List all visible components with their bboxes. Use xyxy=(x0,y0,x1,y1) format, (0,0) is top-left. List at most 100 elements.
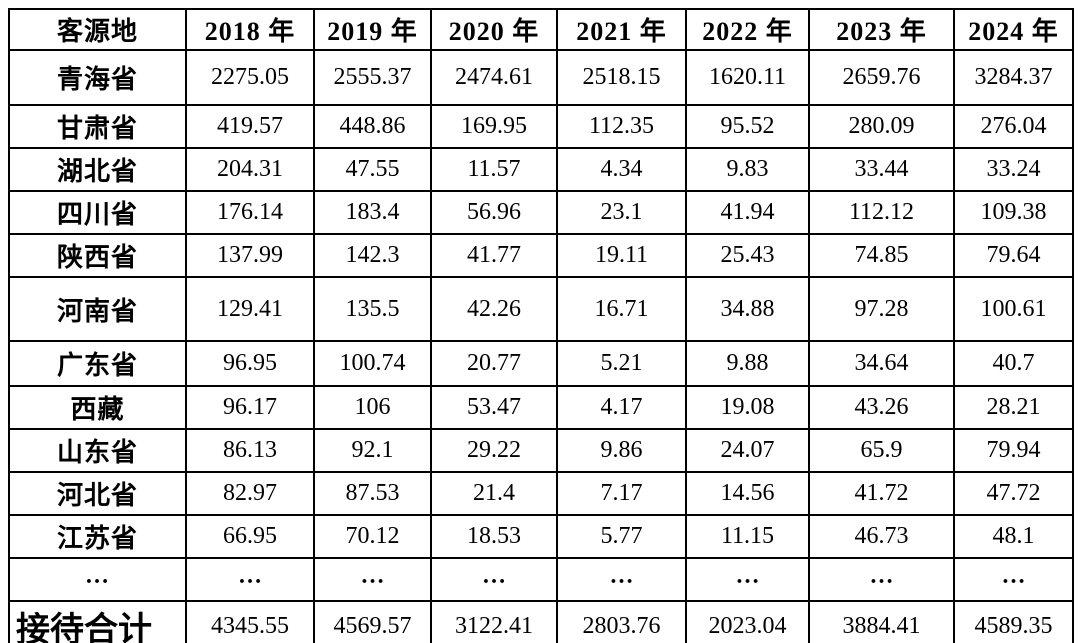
data-cell: 2555.37 xyxy=(313,49,432,106)
data-cell: 9.88 xyxy=(685,340,810,387)
data-cell: 109.38 xyxy=(953,190,1074,235)
data-cell: 87.53 xyxy=(313,471,432,516)
data-cell: 20.77 xyxy=(430,340,558,387)
data-cell: … xyxy=(430,557,558,602)
table-row: 河南省 129.41 135.5 42.26 16.71 34.88 97.28 100.61 xyxy=(8,276,1074,342)
row-label: 甘肃省 xyxy=(8,104,187,149)
data-cell: 1620.11 xyxy=(685,49,810,106)
total-row: 接待合计 4345.55 4569.57 3122.41 2803.76 2023.04 3… xyxy=(8,600,1074,643)
data-cell: 79.64 xyxy=(953,233,1074,278)
column-header-source: 客源地 xyxy=(8,8,187,51)
data-cell: 33.44 xyxy=(808,147,955,192)
data-cell: 142.3 xyxy=(313,233,432,278)
data-cell: … xyxy=(556,557,687,602)
table-row: 河北省 82.97 87.53 21.4 7.17 14.56 41.72 47.72 xyxy=(8,471,1074,516)
row-label: 河南省 xyxy=(8,276,187,342)
data-cell: 2474.61 xyxy=(430,49,558,106)
data-cell: 169.95 xyxy=(430,104,558,149)
data-cell: 19.08 xyxy=(685,385,810,430)
data-cell: 4345.55 xyxy=(185,600,315,643)
table-row: 青海省 2275.05 2555.37 2474.61 2518.15 1620.11 26… xyxy=(8,49,1074,106)
data-cell: 25.43 xyxy=(685,233,810,278)
data-cell: 9.83 xyxy=(685,147,810,192)
data-cell: 11.57 xyxy=(430,147,558,192)
data-cell: 23.1 xyxy=(556,190,687,235)
table-row: 江苏省 66.95 70.12 18.53 5.77 11.15 46.73 48.1 xyxy=(8,514,1074,559)
data-cell: 82.97 xyxy=(185,471,315,516)
data-cell: 79.94 xyxy=(953,428,1074,473)
data-cell: 100.74 xyxy=(313,340,432,387)
data-cell: 96.17 xyxy=(185,385,315,430)
data-cell: 74.85 xyxy=(808,233,955,278)
data-cell: 16.71 xyxy=(556,276,687,342)
row-label: 广东省 xyxy=(8,340,187,387)
row-label: 西藏 xyxy=(8,385,187,430)
data-cell: 33.24 xyxy=(953,147,1074,192)
data-cell: 29.22 xyxy=(430,428,558,473)
row-label: 陕西省 xyxy=(8,233,187,278)
data-cell: 96.95 xyxy=(185,340,315,387)
data-cell: 112.12 xyxy=(808,190,955,235)
data-cell: 106 xyxy=(313,385,432,430)
data-cell: 5.77 xyxy=(556,514,687,559)
data-cell: 4.17 xyxy=(556,385,687,430)
data-cell: 183.4 xyxy=(313,190,432,235)
data-cell: 86.13 xyxy=(185,428,315,473)
data-cell: 2023.04 xyxy=(685,600,810,643)
table-row: 湖北省 204.31 47.55 11.57 4.34 9.83 33.44 33.24 xyxy=(8,147,1074,192)
row-label: 山东省 xyxy=(8,428,187,473)
row-label: 河北省 xyxy=(8,471,187,516)
table-row: 山东省 86.13 92.1 29.22 9.86 24.07 65.9 79.94 xyxy=(8,428,1074,473)
data-cell: … xyxy=(185,557,315,602)
row-label: 湖北省 xyxy=(8,147,187,192)
data-cell: 2803.76 xyxy=(556,600,687,643)
row-label: 江苏省 xyxy=(8,514,187,559)
data-cell: 34.64 xyxy=(808,340,955,387)
data-cell: 11.15 xyxy=(685,514,810,559)
row-label: 青海省 xyxy=(8,49,187,106)
data-cell: 9.86 xyxy=(556,428,687,473)
data-cell: 40.7 xyxy=(953,340,1074,387)
table-row: 甘肃省 419.57 448.86 169.95 112.35 95.52 280.09 27… xyxy=(8,104,1074,149)
data-cell: 3122.41 xyxy=(430,600,558,643)
data-cell: 42.26 xyxy=(430,276,558,342)
row-label: 四川省 xyxy=(8,190,187,235)
data-cell: … xyxy=(313,557,432,602)
data-cell: 4.34 xyxy=(556,147,687,192)
data-cell: … xyxy=(953,557,1074,602)
data-cell: 137.99 xyxy=(185,233,315,278)
data-cell: 4589.35 xyxy=(953,600,1074,643)
total-row-label: 接待合计 xyxy=(8,600,187,643)
table-body: 青海省 2275.05 2555.37 2474.61 2518.15 1620.11 26… xyxy=(8,49,1074,643)
data-cell: 56.96 xyxy=(430,190,558,235)
row-label: … xyxy=(8,557,187,602)
data-cell: … xyxy=(685,557,810,602)
data-cell: … xyxy=(808,557,955,602)
table-row: 四川省 176.14 183.4 56.96 23.1 41.94 112.12 109.38 xyxy=(8,190,1074,235)
column-header-year: 2021 年 xyxy=(556,8,687,51)
data-cell: 112.35 xyxy=(556,104,687,149)
table-row: 陕西省 137.99 142.3 41.77 19.11 25.43 74.85 79.64 xyxy=(8,233,1074,278)
data-cell: 7.17 xyxy=(556,471,687,516)
data-cell: 18.53 xyxy=(430,514,558,559)
data-cell: 92.1 xyxy=(313,428,432,473)
data-cell: 41.94 xyxy=(685,190,810,235)
data-cell: 46.73 xyxy=(808,514,955,559)
table-row: 广东省 96.95 100.74 20.77 5.21 9.88 34.64 40.7 xyxy=(8,340,1074,387)
data-cell: 41.72 xyxy=(808,471,955,516)
data-cell: 2659.76 xyxy=(808,49,955,106)
data-cell: 204.31 xyxy=(185,147,315,192)
column-header-year: 2023 年 xyxy=(808,8,955,51)
data-cell: 419.57 xyxy=(185,104,315,149)
data-cell: 21.4 xyxy=(430,471,558,516)
data-cell: 2275.05 xyxy=(185,49,315,106)
column-header-year: 2024 年 xyxy=(953,8,1074,51)
data-cell: 2518.15 xyxy=(556,49,687,106)
data-cell: 3284.37 xyxy=(953,49,1074,106)
data-cell: 53.47 xyxy=(430,385,558,430)
data-cell: 5.21 xyxy=(556,340,687,387)
data-cell: 95.52 xyxy=(685,104,810,149)
